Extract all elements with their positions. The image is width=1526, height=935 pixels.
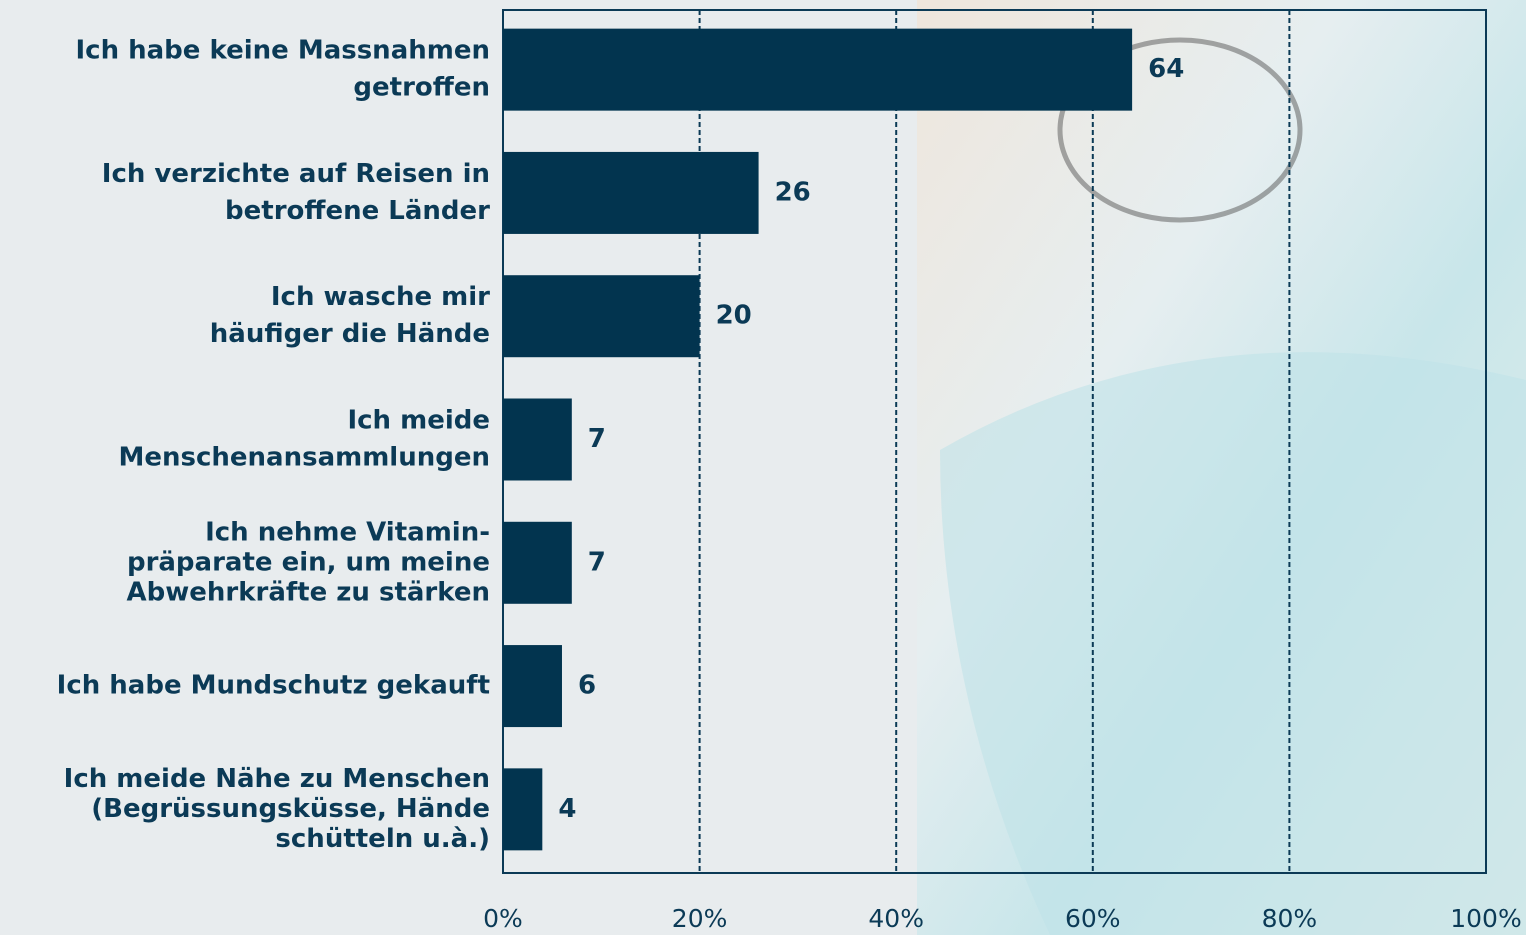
- bar: [503, 275, 700, 358]
- value-label: 7: [588, 547, 606, 577]
- y-tick-label: Ich meide: [347, 406, 490, 436]
- x-tick-label: 80%: [1262, 904, 1318, 933]
- value-label: 20: [716, 301, 752, 331]
- y-tick-label: Abwehrkräfte zu stärken: [126, 577, 490, 607]
- bar: [503, 645, 562, 728]
- y-tick-label: Ich habe Mundschutz gekauft: [57, 671, 490, 701]
- y-tick-label: Ich verzichte auf Reisen in: [102, 159, 490, 189]
- photo-glasses: [1057, 37, 1303, 223]
- x-tick-label: 60%: [1065, 904, 1121, 933]
- y-tick-label: Ich habe keine Massnahmen: [75, 36, 490, 66]
- x-tick-label: 20%: [672, 904, 728, 933]
- bar: [503, 521, 572, 604]
- y-tick-label: Ich meide Nähe zu Menschen: [64, 764, 490, 794]
- value-label: 26: [775, 177, 811, 207]
- y-tick-label: Ich nehme Vitamin-: [205, 517, 490, 547]
- background: [0, 0, 917, 935]
- value-label: 4: [558, 794, 576, 824]
- value-label: 64: [1148, 54, 1184, 84]
- bar: [503, 151, 759, 234]
- bar: [503, 28, 1133, 111]
- y-tick-label: betroffene Länder: [225, 196, 490, 226]
- photo-mask: [940, 352, 1526, 935]
- x-tick-label: 0%: [483, 904, 523, 933]
- y-tick-label: Menschenansammlungen: [118, 443, 490, 473]
- y-tick-label: (Begrüssungsküsse, Hände: [91, 794, 490, 824]
- x-tick-label: 40%: [868, 904, 924, 933]
- value-label: 7: [588, 424, 606, 454]
- x-tick-label: 100%: [1450, 904, 1521, 933]
- y-tick-label: schütteln u.à.): [275, 824, 490, 854]
- bar: [503, 768, 543, 851]
- bar: [503, 398, 572, 481]
- y-tick-label: häufiger die Hände: [210, 319, 490, 349]
- y-tick-label: getroffen: [353, 73, 490, 103]
- y-tick-label: Ich wasche mir: [271, 282, 490, 312]
- value-label: 6: [578, 671, 596, 701]
- y-tick-label: präparate ein, um meine: [127, 547, 490, 577]
